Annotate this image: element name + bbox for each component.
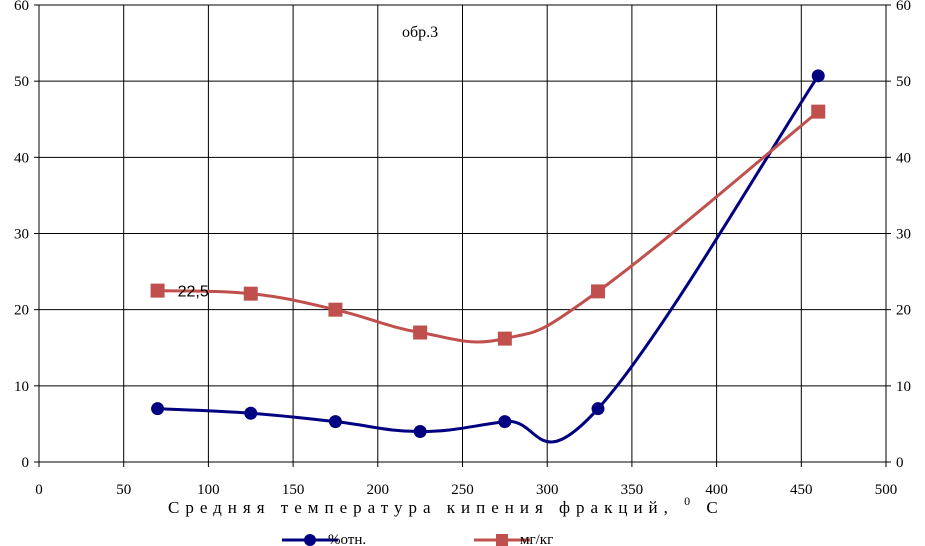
- y-tick-label: 60: [14, 0, 29, 14]
- x-tick-label: 300: [536, 482, 559, 498]
- x-axis-label-sup: 0: [684, 494, 696, 508]
- series-1-point: [243, 286, 258, 301]
- series-1-point: [497, 331, 512, 346]
- x-axis-label-group: Средняя температура кипения фракций, 0 С: [168, 490, 724, 517]
- series-line-0: [157, 75, 820, 444]
- x-tick-label: 450: [790, 482, 813, 498]
- grid-lines: [38, 4, 887, 463]
- series-0-point: [328, 415, 342, 429]
- x-axis-label-unit: С: [706, 498, 723, 517]
- y2-tick-label: 30: [896, 227, 911, 243]
- series-line-1: [157, 110, 820, 344]
- y2-tick-label: 20: [896, 303, 911, 319]
- y-tick-label: 10: [14, 379, 29, 395]
- chart-annotation: обр.3: [402, 24, 438, 41]
- y-tick-label: 50: [14, 74, 29, 90]
- series-lines: [157, 75, 820, 444]
- series-1-point: [413, 325, 428, 340]
- series-0-point: [498, 415, 512, 429]
- series-0-point: [151, 402, 165, 416]
- legend-label-1: мг/кг: [520, 532, 553, 546]
- x-tick-label: 50: [116, 482, 131, 498]
- series-1-point: [150, 283, 165, 298]
- y2-tick-label: 60: [896, 0, 911, 14]
- series-0-point: [591, 402, 605, 416]
- y-tick-label: 20: [14, 303, 29, 319]
- y2-tick-label: 40: [896, 150, 911, 166]
- series-0-point: [244, 406, 258, 420]
- x-tick-label: 150: [282, 482, 305, 498]
- series-0-point: [811, 69, 825, 83]
- series-1-point: [811, 104, 826, 119]
- series-1-point: [591, 284, 606, 299]
- series-markers: [150, 69, 826, 439]
- x-tick-label: 500: [875, 482, 898, 498]
- data-labels: 22,5: [178, 284, 209, 301]
- y-tick-label: 0: [22, 455, 30, 471]
- series-0-point: [413, 425, 427, 439]
- x-tick-label: 400: [705, 482, 728, 498]
- legend-label-0: %отн.: [328, 532, 366, 546]
- y2-tick-label: 50: [896, 74, 911, 90]
- y-tick-label: 30: [14, 227, 29, 243]
- legend-marker-1: [496, 534, 508, 546]
- series-1-point: [328, 302, 343, 317]
- legend-marker-0: [304, 534, 316, 546]
- x-tick-label: 100: [197, 482, 220, 498]
- x-tick-label: 200: [367, 482, 390, 498]
- legend: %отн. мг/кг: [282, 532, 553, 546]
- x-axis-label-text: Средняя температура кипения фракций,: [168, 498, 674, 517]
- y2-tick-label: 10: [896, 379, 911, 395]
- x-tick-label: 250: [451, 482, 474, 498]
- y2-tick-label: 0: [896, 455, 904, 471]
- x-tick-label: 350: [621, 482, 644, 498]
- data-label: 22,5: [178, 284, 209, 301]
- y-tick-label: 40: [14, 150, 29, 166]
- x-tick-label: 0: [35, 482, 43, 498]
- x-axis-label: Средняя температура кипения фракций, 0 С: [168, 490, 724, 517]
